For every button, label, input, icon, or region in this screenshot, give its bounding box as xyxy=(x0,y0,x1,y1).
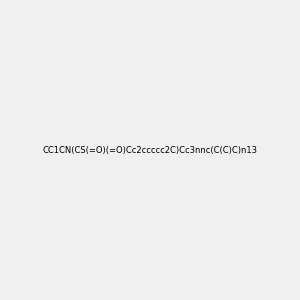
Text: CC1CN(CS(=O)(=O)Cc2ccccc2C)Cc3nnc(C(C)C)n13: CC1CN(CS(=O)(=O)Cc2ccccc2C)Cc3nnc(C(C)C)… xyxy=(43,146,257,154)
